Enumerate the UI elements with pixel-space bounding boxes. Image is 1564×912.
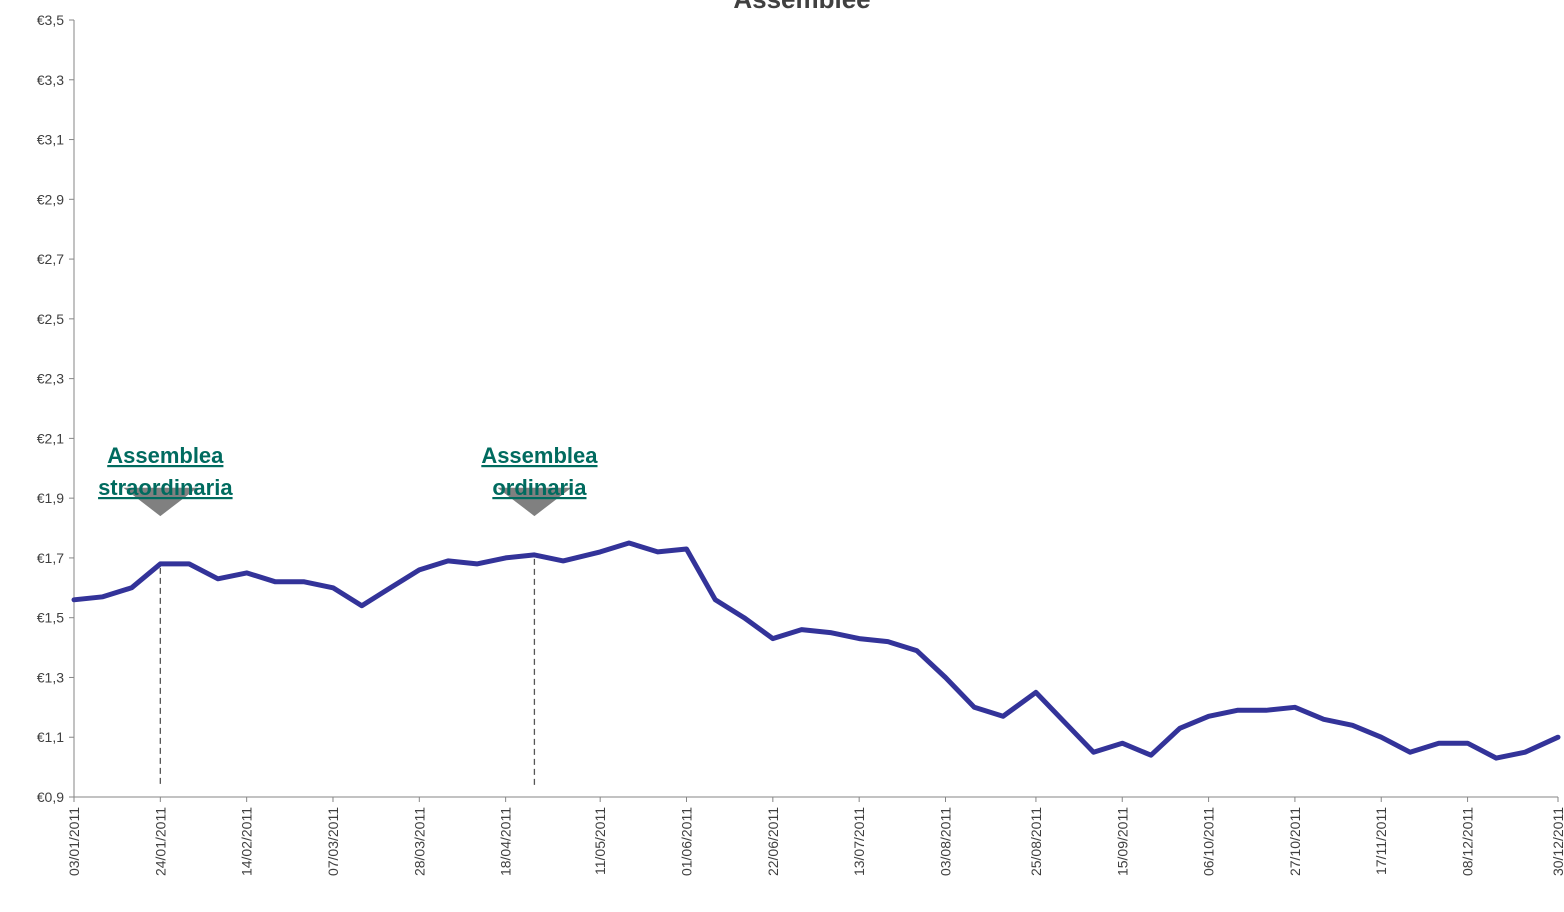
series-group (74, 543, 1558, 758)
x-tick-label: 08/12/2011 (1460, 807, 1476, 876)
annotation-label[interactable]: straordinaria (98, 475, 233, 500)
x-tick-label: 25/08/2011 (1028, 807, 1044, 876)
annotation-label[interactable]: Assemblea (107, 443, 224, 468)
x-tick-label: 22/06/2011 (765, 807, 781, 876)
y-tick-label: €3,1 (37, 132, 64, 148)
x-tick-label: 18/04/2011 (498, 807, 514, 876)
y-tick-label: €3,5 (37, 12, 64, 28)
x-tick-label: 15/09/2011 (1114, 807, 1130, 876)
x-tick-label: 07/03/2011 (325, 807, 341, 876)
x-tick-label: 27/10/2011 (1287, 807, 1303, 876)
x-tick-label: 03/08/2011 (937, 807, 953, 876)
y-tick-label: €1,7 (37, 550, 64, 566)
y-tick-label: €2,9 (37, 191, 64, 207)
annotation-label[interactable]: Assemblea (481, 443, 598, 468)
y-tick-label: €1,1 (37, 729, 64, 745)
x-tick-label: 11/05/2011 (592, 807, 608, 875)
x-axis: 03/01/2011 24/01/2011 14/02/2011 07/03/2011… (66, 797, 1564, 876)
x-tick-label: 30/12/2011 (1550, 807, 1564, 876)
x-tick-label: 24/01/2011 (152, 807, 168, 876)
y-tick-label: €1,5 (37, 610, 64, 626)
y-tick-label: €2,5 (37, 311, 64, 327)
x-tick-label: 03/01/2011 (66, 807, 82, 876)
y-tick-label: €1,3 (37, 669, 64, 685)
annotation-label[interactable]: ordinaria (492, 475, 587, 500)
y-tick-label: €2,1 (37, 430, 64, 446)
x-tick-label: 28/03/2011 (411, 807, 427, 876)
y-axis: €0,9 €1,1 €1,3 €1,5 €1,7 €1,9 €2,1 €2,3 €2,5 €2,7… (37, 12, 74, 805)
y-tick-label: €2,3 (37, 371, 64, 387)
y-tick-label: €3,3 (37, 72, 64, 88)
annotations: Assemblea straordinaria Assemblea ordinaria (98, 443, 598, 787)
x-tick-label: 14/02/2011 (239, 807, 255, 876)
y-tick-label: €0,9 (37, 789, 64, 805)
x-tick-label: 17/11/2011 (1373, 807, 1389, 875)
y-tick-label: €2,7 (37, 251, 64, 267)
y-tick-label: €1,9 (37, 490, 64, 506)
x-tick-label: 06/10/2011 (1201, 807, 1217, 876)
x-tick-label: 01/06/2011 (679, 807, 695, 876)
series-line (74, 543, 1558, 758)
chart-title: Assemblee (733, 0, 870, 14)
x-tick-label: 13/07/2011 (851, 807, 867, 876)
